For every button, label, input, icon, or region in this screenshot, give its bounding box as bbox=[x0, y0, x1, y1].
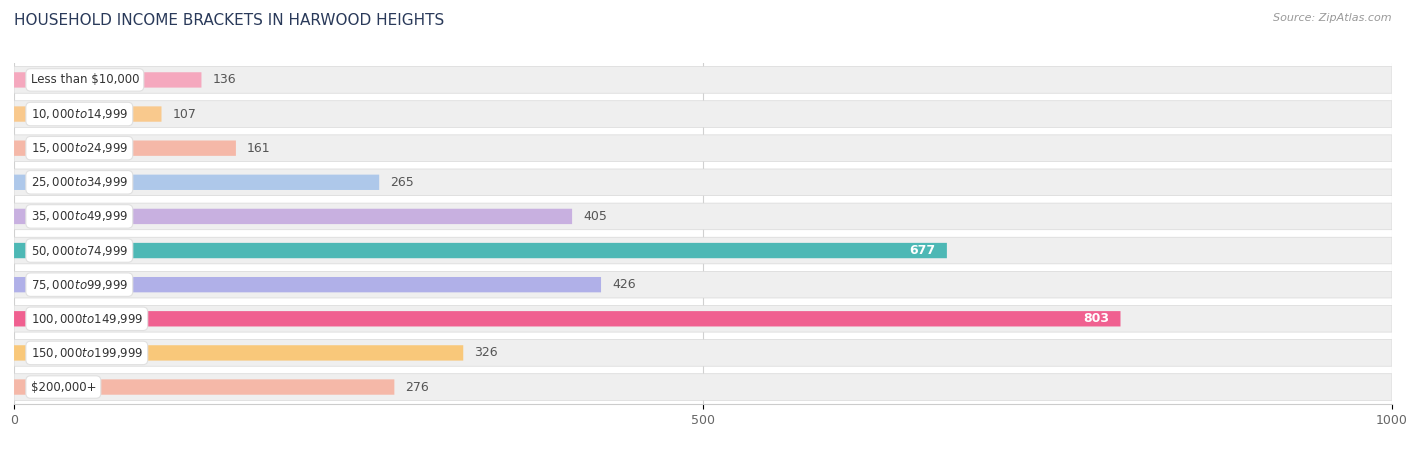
FancyBboxPatch shape bbox=[14, 169, 1392, 196]
Text: $150,000 to $199,999: $150,000 to $199,999 bbox=[31, 346, 143, 360]
FancyBboxPatch shape bbox=[14, 106, 162, 122]
FancyBboxPatch shape bbox=[14, 277, 600, 292]
Text: 803: 803 bbox=[1084, 313, 1109, 325]
Text: 405: 405 bbox=[583, 210, 607, 223]
FancyBboxPatch shape bbox=[14, 209, 572, 224]
FancyBboxPatch shape bbox=[14, 135, 1392, 162]
Text: $15,000 to $24,999: $15,000 to $24,999 bbox=[31, 141, 128, 155]
Text: 161: 161 bbox=[247, 142, 270, 154]
Text: 265: 265 bbox=[391, 176, 413, 189]
Text: 677: 677 bbox=[910, 244, 936, 257]
Text: $50,000 to $74,999: $50,000 to $74,999 bbox=[31, 243, 128, 258]
FancyBboxPatch shape bbox=[14, 72, 201, 88]
FancyBboxPatch shape bbox=[14, 271, 1392, 298]
Text: $200,000+: $200,000+ bbox=[31, 381, 96, 393]
Text: 136: 136 bbox=[212, 74, 236, 86]
FancyBboxPatch shape bbox=[14, 339, 1392, 366]
Text: $35,000 to $49,999: $35,000 to $49,999 bbox=[31, 209, 128, 224]
Text: $100,000 to $149,999: $100,000 to $149,999 bbox=[31, 312, 143, 326]
Text: 426: 426 bbox=[612, 278, 636, 291]
FancyBboxPatch shape bbox=[14, 141, 236, 156]
Text: Source: ZipAtlas.com: Source: ZipAtlas.com bbox=[1274, 13, 1392, 23]
FancyBboxPatch shape bbox=[14, 66, 1392, 93]
FancyBboxPatch shape bbox=[14, 305, 1392, 332]
Text: $75,000 to $99,999: $75,000 to $99,999 bbox=[31, 277, 128, 292]
FancyBboxPatch shape bbox=[14, 243, 946, 258]
Text: 276: 276 bbox=[405, 381, 429, 393]
FancyBboxPatch shape bbox=[14, 203, 1392, 230]
FancyBboxPatch shape bbox=[14, 237, 1392, 264]
FancyBboxPatch shape bbox=[14, 175, 380, 190]
Text: HOUSEHOLD INCOME BRACKETS IN HARWOOD HEIGHTS: HOUSEHOLD INCOME BRACKETS IN HARWOOD HEI… bbox=[14, 13, 444, 28]
Text: $25,000 to $34,999: $25,000 to $34,999 bbox=[31, 175, 128, 189]
FancyBboxPatch shape bbox=[14, 345, 463, 361]
Text: Less than $10,000: Less than $10,000 bbox=[31, 74, 139, 86]
FancyBboxPatch shape bbox=[14, 379, 394, 395]
Text: $10,000 to $14,999: $10,000 to $14,999 bbox=[31, 107, 128, 121]
FancyBboxPatch shape bbox=[14, 374, 1392, 401]
Text: 107: 107 bbox=[173, 108, 197, 120]
FancyBboxPatch shape bbox=[14, 311, 1121, 326]
Text: 326: 326 bbox=[474, 347, 498, 359]
FancyBboxPatch shape bbox=[14, 101, 1392, 128]
